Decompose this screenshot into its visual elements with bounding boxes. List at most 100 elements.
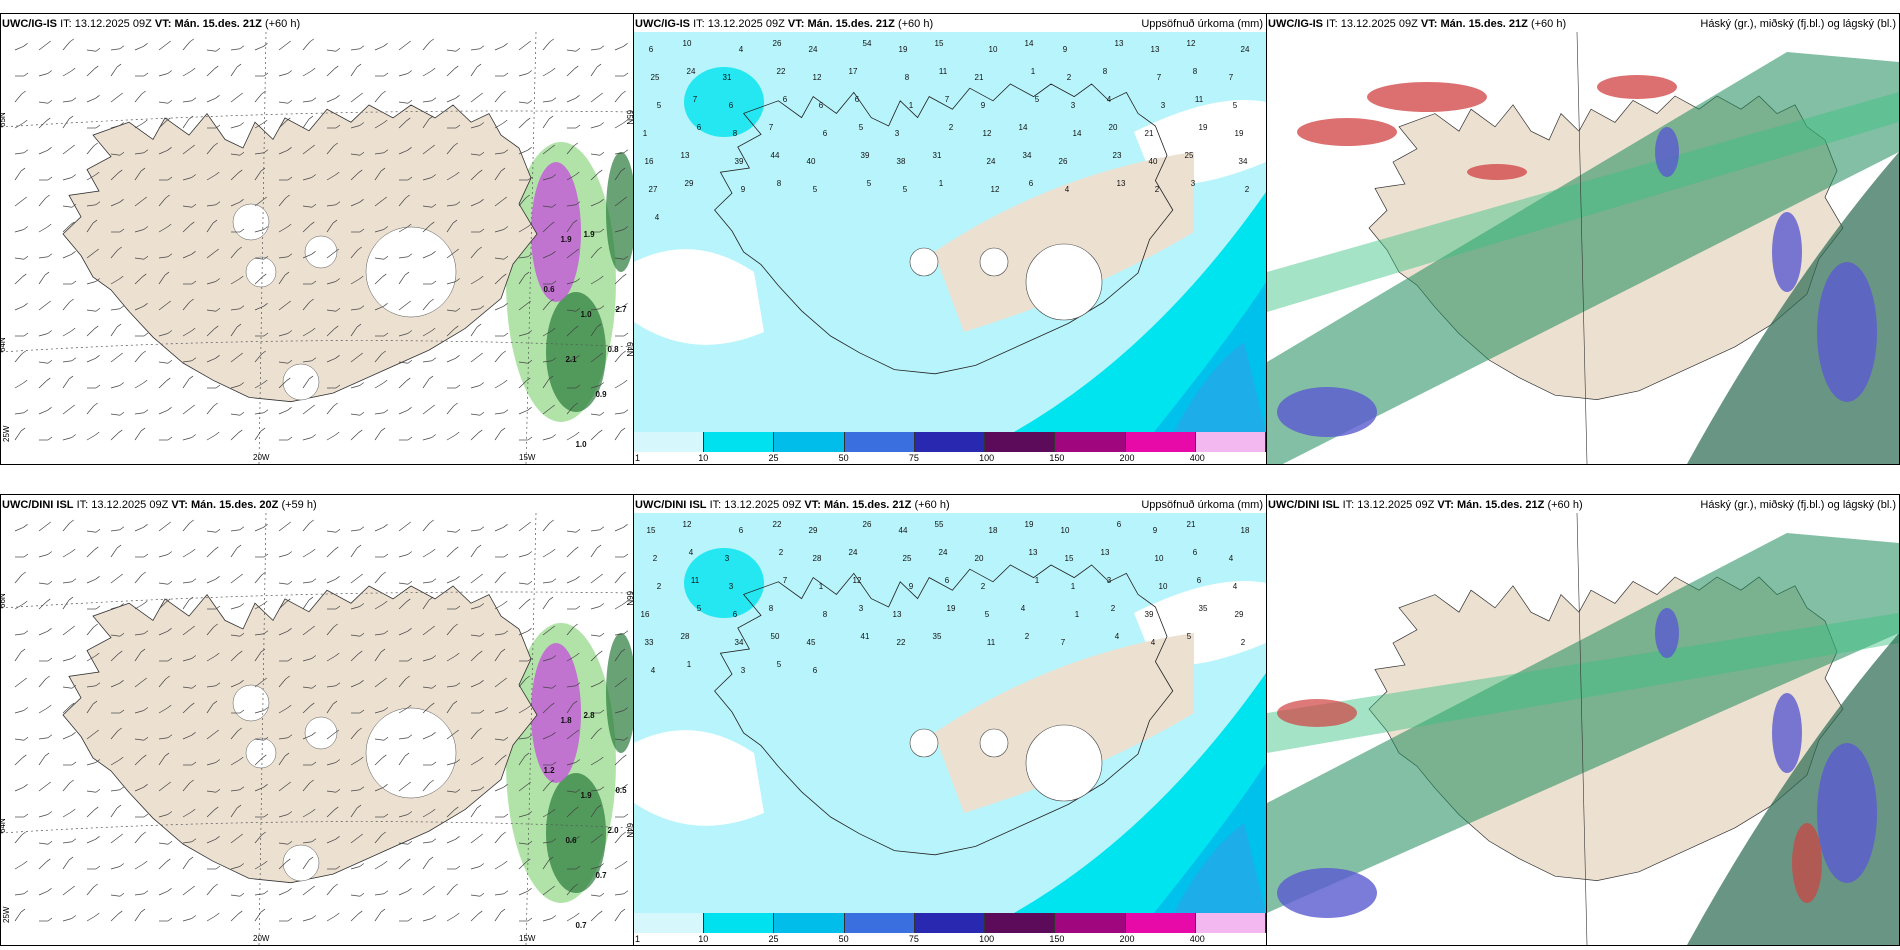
wind-barb [614, 152, 624, 155]
wind-barb [374, 574, 382, 584]
wind-barb [254, 93, 262, 103]
wind-barb-flag [383, 255, 389, 260]
wind-barb-flag [215, 576, 220, 580]
wind-panel-row1: UWC/IG-IS IT: 13.12.2025 09Z VT: Mán. 15… [0, 13, 634, 465]
wind-barb [62, 551, 72, 558]
wind-barb [38, 524, 48, 532]
wind-barb-flag [263, 890, 269, 895]
wind-barb [446, 97, 456, 103]
precip-amount: 1 [939, 179, 944, 188]
wind-barb-flag [527, 580, 533, 585]
wind-barb-flag [383, 860, 388, 865]
wind-barb-flag [574, 65, 579, 70]
wind-barb [518, 601, 527, 610]
wind-barb-flag [596, 544, 602, 549]
wind-barb-flag [95, 171, 100, 176]
wind-barb-flag [166, 521, 172, 526]
wind-barb-flag [335, 788, 341, 793]
wind-barb-flag [407, 888, 412, 892]
wind-barb [278, 678, 286, 688]
wind-barb [542, 147, 552, 155]
wind-barb [134, 170, 142, 181]
wind-barb-flag [71, 434, 77, 438]
wind-barb-flag [23, 736, 29, 741]
precip-amount: 40 [1149, 157, 1158, 166]
wind-barb [542, 811, 552, 818]
precip-amount: 11 [1195, 95, 1204, 104]
wind-barb-flag [527, 359, 533, 364]
iceland-landmass [62, 104, 538, 403]
wind-barb-flag [503, 600, 508, 605]
wind-barb-flag [167, 734, 173, 739]
wind-barb-flag [261, 350, 266, 355]
wind-barb-flag [311, 915, 317, 919]
precip-amount: 21 [975, 73, 984, 82]
wind-barb [62, 301, 70, 311]
colorbar-cell [985, 913, 1056, 933]
wind-barb [254, 834, 262, 844]
colorbar-tick: 1 [635, 934, 641, 944]
wind-barb [206, 790, 216, 793]
wind-barb-flag [623, 332, 629, 337]
precip-amount: 12 [683, 520, 692, 529]
wind-barb-flag [191, 548, 196, 553]
wind-barb-flag [382, 273, 387, 278]
wind-barb [518, 73, 528, 77]
wind-barb-flag [287, 253, 293, 258]
wind-barb [158, 678, 166, 688]
map-line [1576, 32, 1588, 464]
wind-barb-flag [455, 95, 460, 99]
wind-barb-flag [143, 332, 149, 337]
wind-barb [566, 790, 576, 793]
wind-barb-flag [334, 325, 339, 330]
wind-barb [62, 918, 72, 922]
wind-barb-flag [479, 305, 485, 310]
wind-barb [158, 333, 168, 337]
wind-barb-flag [548, 115, 554, 120]
precip-value: 2.1 [565, 355, 577, 364]
wind-barb [14, 276, 23, 285]
wind-barb-flag [621, 90, 626, 95]
wind-barb-flag [358, 650, 363, 655]
wind-barb [86, 703, 94, 714]
wind-barb-flag [359, 632, 365, 637]
wind-barb [614, 911, 622, 922]
wind-barb [14, 229, 24, 233]
wind-barb [278, 149, 288, 155]
wind-barb [86, 204, 96, 207]
wind-barb [614, 834, 622, 844]
wind-barb-flag [119, 199, 124, 203]
wind-barb [446, 251, 456, 259]
precip-amount: 35 [1199, 604, 1208, 613]
wind-barb [326, 790, 336, 793]
wind-barb-flag [95, 576, 100, 580]
wind-barb [518, 842, 528, 845]
panel-title: UWC/DINI ISL IT: 13.12.2025 09Z VT: Mán.… [635, 499, 950, 511]
wind-barb [470, 913, 479, 922]
wind-barb-flag [239, 632, 245, 637]
wind-barb-flag [357, 727, 362, 732]
wind-barb [542, 782, 550, 792]
wind-barb-flag [527, 436, 533, 441]
wind-barb-flag [311, 97, 317, 102]
wind-barb-flag [214, 65, 219, 70]
wind-barb [614, 170, 622, 181]
wind-barb [398, 678, 406, 688]
wind-barb-flag [214, 325, 219, 330]
wind-barb-flag [503, 72, 509, 77]
wind-barb-flag [239, 305, 245, 310]
wind-barb [590, 201, 600, 207]
wind-barb-flag [287, 147, 292, 151]
wind-barb [182, 437, 192, 441]
wind-barb [62, 147, 72, 155]
wind-barb-flag [453, 402, 458, 407]
precip-amount: 24 [987, 157, 996, 166]
wind-barb-flag [23, 303, 28, 307]
panel-title: UWC/DINI ISL IT: 13.12.2025 09Z VT: Mán.… [2, 499, 317, 511]
wind-barb-flag [68, 596, 74, 601]
wind-barb-flag [429, 38, 434, 43]
wind-barb [254, 633, 264, 636]
wind-barb-flag [238, 169, 243, 174]
wind-barb [278, 409, 288, 415]
wind-barb-flag [309, 519, 314, 524]
